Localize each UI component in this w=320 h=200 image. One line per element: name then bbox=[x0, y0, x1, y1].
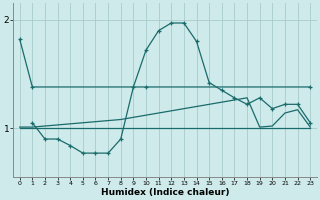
X-axis label: Humidex (Indice chaleur): Humidex (Indice chaleur) bbox=[101, 188, 229, 197]
